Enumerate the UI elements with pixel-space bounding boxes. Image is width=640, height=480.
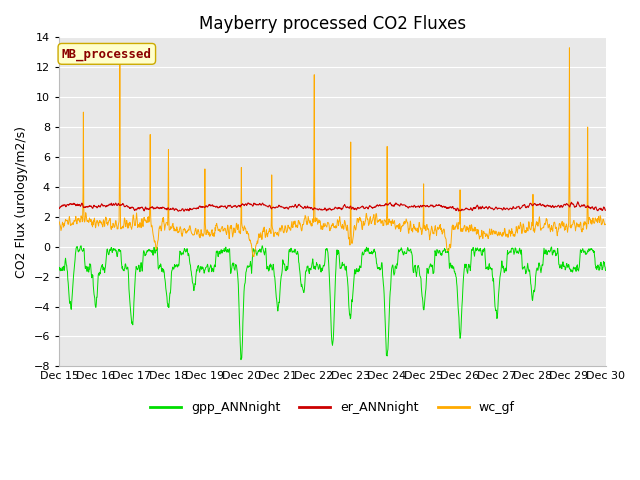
Text: MB_processed: MB_processed (62, 47, 152, 60)
Title: Mayberry processed CO2 Fluxes: Mayberry processed CO2 Fluxes (199, 15, 466, 33)
Y-axis label: CO2 Flux (urology/m2/s): CO2 Flux (urology/m2/s) (15, 126, 28, 278)
Legend: gpp_ANNnight, er_ANNnight, wc_gf: gpp_ANNnight, er_ANNnight, wc_gf (145, 396, 520, 420)
